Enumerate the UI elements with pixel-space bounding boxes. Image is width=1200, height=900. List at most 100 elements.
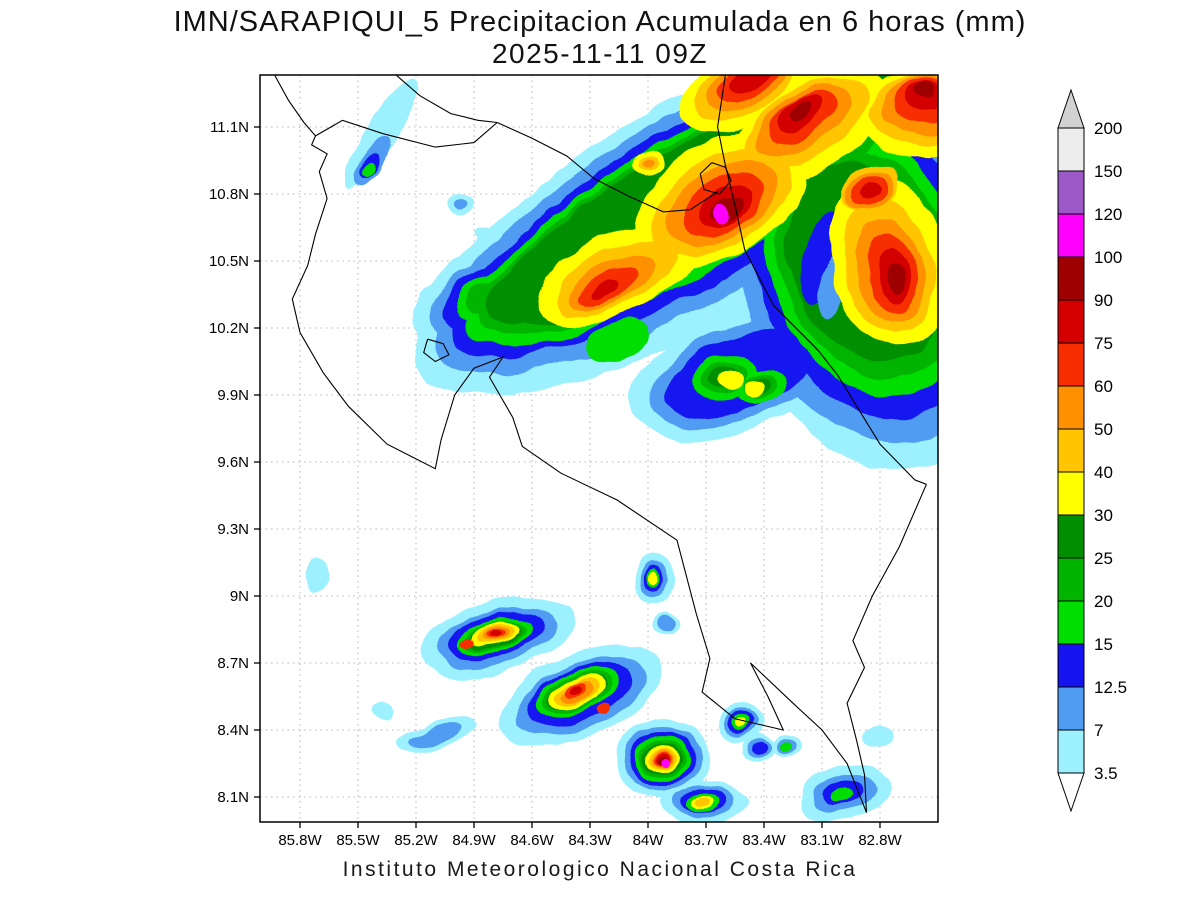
precip-cell-100mm [661, 759, 670, 768]
coastline-lake-nicaragua-shore [396, 75, 498, 124]
x-tick-label: 83.4W [742, 832, 786, 849]
colorbar-segment [1057, 256, 1085, 301]
colorbar-tick-label: 15 [1094, 635, 1113, 654]
x-tick-label: 84W [633, 832, 665, 849]
title-block: IMN/SARAPIQUI_5 Precipitacion Acumulada … [0, 6, 1200, 70]
y-tick-label: 9.9N [217, 387, 249, 404]
y-tick-label: 8.4N [217, 722, 249, 739]
map-frame [259, 74, 939, 823]
precip-cell-75mm [567, 685, 582, 695]
precip-cell-30mm [735, 719, 746, 728]
colorbar-segment [1057, 170, 1085, 215]
y-tick-label: 8.1N [217, 789, 249, 806]
y-tick-label: 9.3N [217, 521, 249, 538]
colorbar-tick-label: 90 [1094, 291, 1113, 310]
colorbar-segment [1057, 686, 1085, 731]
coastline-nicaragua-caribbean-coast [717, 75, 726, 166]
precip-cell-7mm [658, 614, 677, 631]
precip-cell-3.5mm [859, 724, 894, 749]
precip-cell-3.5mm [304, 557, 327, 590]
precip-cell-3.5mm [371, 703, 396, 722]
coastline-nicaragua-pacific-coast [274, 75, 316, 137]
colorbar-tick-label: 25 [1094, 549, 1113, 568]
x-tick-label: 85.8W [278, 832, 322, 849]
colorbar-segment [1057, 299, 1085, 344]
colorbar-tick-label: 100 [1094, 248, 1122, 267]
colorbar-tick-label: 75 [1094, 334, 1113, 353]
precip-cell-90mm [886, 260, 908, 293]
colorbar-segment [1057, 514, 1085, 559]
colorbar-tick-label: 50 [1094, 420, 1113, 439]
x-tick-label: 85.5W [336, 832, 380, 849]
precip-cell-15mm [833, 787, 858, 802]
colorbar-segment [1057, 643, 1085, 688]
y-tick-label: 9.6N [217, 454, 249, 471]
y-tick-label: 10.2N [209, 320, 249, 337]
coastline-panama-border [846, 484, 927, 813]
colorbar-segment [1057, 385, 1085, 430]
precip-cell-90mm [787, 102, 811, 121]
footer-credit: Instituto Meteorologico Nacional Costa R… [342, 858, 858, 881]
y-tick-label: 11.1N [210, 119, 249, 136]
colorbar-tick-label: 150 [1094, 162, 1122, 181]
colorbar-overflow-arrow [1057, 88, 1085, 129]
colorbar-tick-label: 120 [1094, 205, 1122, 224]
precip-cell-15mm [588, 319, 650, 360]
coastline-border-east [496, 121, 718, 213]
precip-cell-30mm [744, 380, 765, 397]
precip-cell-100mm [713, 204, 730, 225]
precip-cell-50mm [642, 160, 654, 170]
x-tick-label: 83.1W [800, 832, 844, 849]
precip-cell-75mm [590, 278, 621, 298]
x-tick-label: 85.2W [394, 832, 438, 849]
x-tick-label: 82.8W [858, 832, 902, 849]
y-tick-label: 10.8N [209, 186, 249, 203]
precip-cell-60mm [463, 636, 478, 645]
precip-cell-30mm [648, 571, 659, 586]
x-tick-label: 83.7W [684, 832, 728, 849]
y-tick-label: 10.5N [209, 253, 249, 270]
precip-cell-75mm [859, 181, 882, 198]
precip-cell-30mm [718, 370, 745, 389]
coastline-pacific-coast [291, 135, 868, 813]
precip-cell-40mm [694, 801, 711, 810]
colorbar-segment [1057, 471, 1085, 516]
x-tick-label: 84.6W [510, 832, 554, 849]
chart-datetime: 2025-11-11 09Z [491, 38, 709, 70]
colorbar-segment [1057, 729, 1085, 774]
axes: 85.8W 85.5W 85.2W 84.9W 84.6W 84.3W 84W 83.7W 83… [209, 119, 903, 849]
x-tick-label: 84.9W [452, 832, 496, 849]
precip-cell-15mm [361, 164, 374, 179]
precip-cell-90mm [913, 84, 936, 103]
colorbar: 3.5 7 12.5 15 20 25 30 40 50 60 75 90 100 120 150 200 [1057, 88, 1127, 813]
colorbar-segment [1057, 600, 1085, 645]
colorbar-tick-label: 7 [1094, 721, 1103, 740]
colorbar-tick-label: 20 [1094, 592, 1113, 611]
precip-cell-3.5mm [344, 76, 418, 191]
colorbar-segment [1057, 428, 1085, 473]
precip-cell-3.5mm [476, 227, 495, 242]
x-tick-label: 84.3W [568, 832, 612, 849]
colorbar-segment [1057, 127, 1085, 172]
colorbar-tick-label: 30 [1094, 506, 1113, 525]
colorbar-underflow-arrow [1057, 772, 1085, 813]
colorbar-segment [1057, 557, 1085, 602]
coastline-border-west [315, 119, 498, 148]
precip-cell-15mm [781, 740, 794, 751]
precip-field [304, 75, 938, 822]
coastlines [274, 75, 927, 813]
precip-cell-75mm [729, 75, 772, 93]
colorbar-tick-label: 40 [1094, 463, 1113, 482]
coastline-caribbean-coast [724, 164, 927, 485]
precip-cell-7mm [457, 200, 472, 211]
colorbar-tick-label: 60 [1094, 377, 1113, 396]
y-tick-label: 9N [230, 588, 249, 605]
precip-cell-60mm [594, 702, 610, 714]
y-tick-label: 8.7N [217, 655, 249, 672]
colorbar-tick-label: 3.5 [1094, 764, 1118, 783]
precip-cell-75mm [491, 628, 504, 636]
coastline-chira-island [423, 338, 450, 363]
colorbar-tick-label: 200 [1094, 119, 1122, 138]
colorbar-tick-label: 12.5 [1094, 678, 1127, 697]
